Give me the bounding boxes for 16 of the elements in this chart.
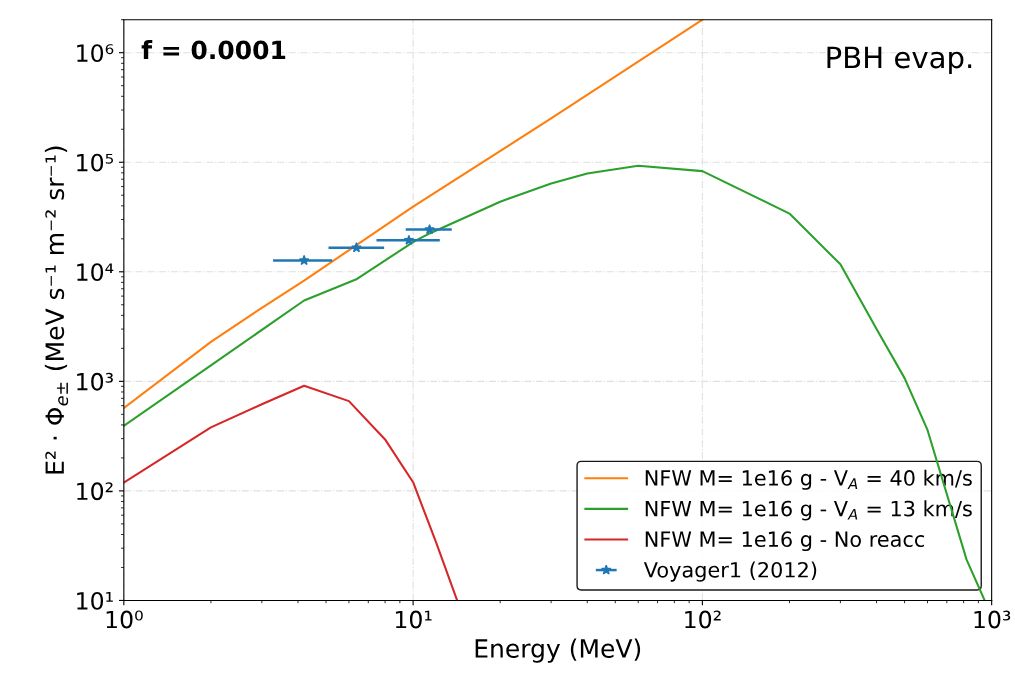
y-axis-title: E² · Φ$_{e±}$ (MeV s⁻¹ m⁻² sr⁻¹) <box>44 146 69 474</box>
y-tick-label: 10² <box>77 482 113 501</box>
y-tick-label: 10¹ <box>77 591 113 610</box>
x-tick-label: 10² <box>685 610 721 629</box>
legend-label: NFW M= 1e16 g - No reacc <box>645 531 925 552</box>
y-tick-label: 10⁵ <box>77 153 113 172</box>
x-axis-title: Energy (MeV) <box>475 638 641 663</box>
annotation: f = 0.0001 <box>141 40 286 60</box>
x-tick-label: 10¹ <box>395 610 432 629</box>
legend-label: Voyager1 (2012) <box>643 561 817 582</box>
y-tick-label: 10⁶ <box>77 44 114 62</box>
x-tick-label: 10⁰ <box>106 610 143 629</box>
annotation: PBH evap. <box>827 46 972 75</box>
x-tick-label: 10³ <box>974 610 1011 629</box>
y-tick-label: 10³ <box>77 372 113 391</box>
y-tick-label: 10⁴ <box>77 263 114 282</box>
